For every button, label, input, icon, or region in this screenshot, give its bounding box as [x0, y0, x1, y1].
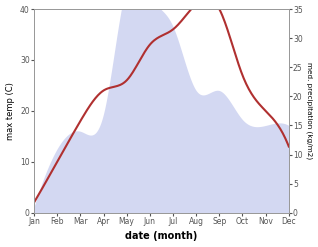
Y-axis label: max temp (C): max temp (C) [5, 82, 15, 140]
Y-axis label: med. precipitation (kg/m2): med. precipitation (kg/m2) [306, 62, 313, 160]
X-axis label: date (month): date (month) [125, 231, 197, 242]
